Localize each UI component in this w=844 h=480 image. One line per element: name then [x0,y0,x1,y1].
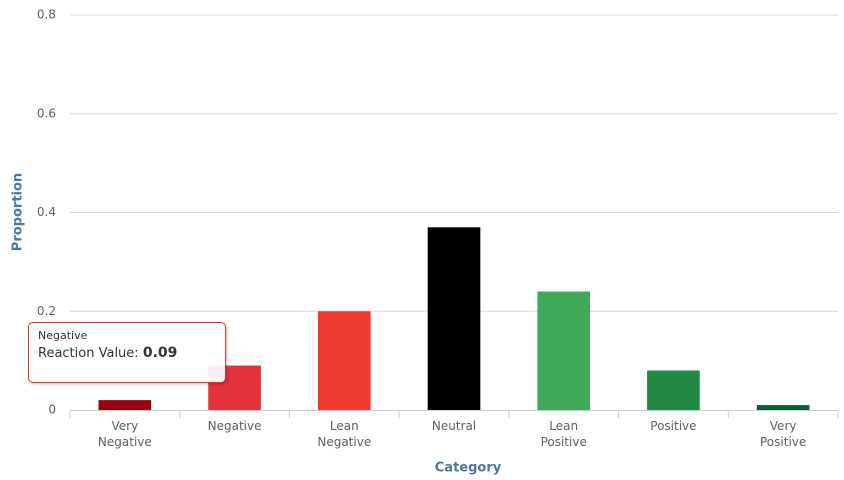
x-tick-label: Very Positive [760,419,807,449]
y-tick-label: 0.8 [37,8,56,22]
y-tick-label: 0.6 [37,106,56,120]
y-tick-label: 0 [48,403,56,417]
bar [537,291,591,410]
tooltip-label: Reaction Value: [38,346,139,361]
bar [317,311,371,410]
y-tick-label: 0.4 [37,205,56,219]
x-tick-label: Lean Negative [317,419,372,449]
x-tick-label: Neutral [431,419,477,433]
bar [647,370,700,410]
bar [427,227,481,410]
tooltip-title: Negative [38,329,88,342]
tooltip-value: 0.09 [142,345,178,361]
bar [756,405,810,410]
y-axis-title: Proportion [11,173,26,251]
x-tick-label: Negative [207,419,262,433]
x-tick-label: Very Negative [97,419,152,449]
tooltip-body: Reaction Value: 0.09 [38,345,216,361]
y-tick-label: 0.2 [37,304,56,318]
x-tick-label: Positive [650,419,697,433]
bar [98,400,152,410]
x-tick-label: Lean Positive [540,419,587,449]
tooltip: Negative Reaction Value: 0.09 [28,322,226,383]
x-axis-title: Category [435,461,502,476]
